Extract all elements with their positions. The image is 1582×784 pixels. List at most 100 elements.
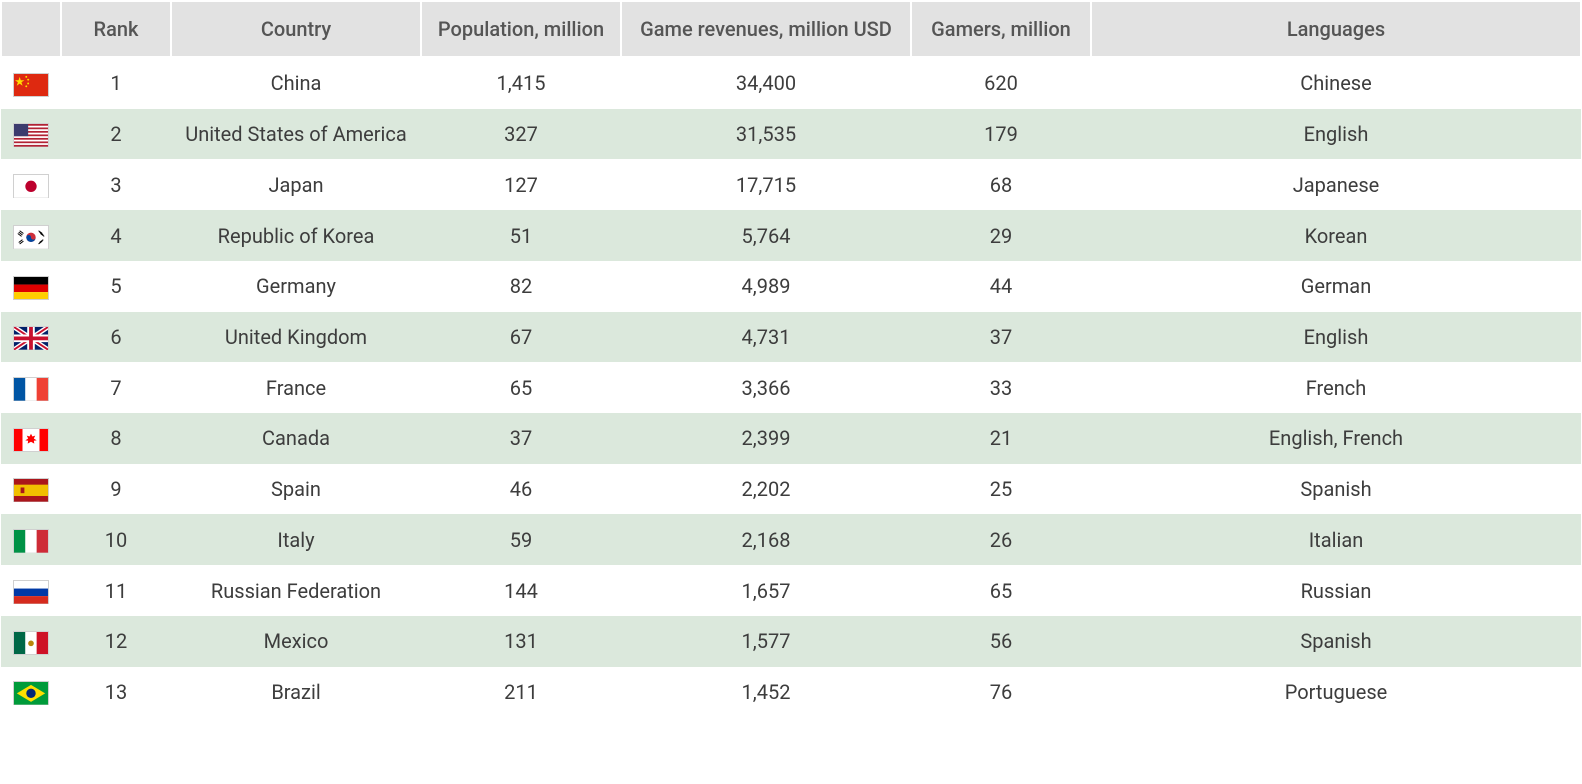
cell-flag — [1, 261, 61, 312]
es-flag-icon — [13, 478, 49, 502]
table-header-row: Rank Country Population, million Game re… — [1, 1, 1581, 57]
cell-country: Brazil — [171, 667, 421, 718]
game-markets-table: Rank Country Population, million Game re… — [0, 0, 1582, 717]
cell-country: Japan — [171, 159, 421, 210]
cell-gamers: 26 — [911, 514, 1091, 565]
cell-rank: 11 — [61, 565, 171, 616]
cell-population: 327 — [421, 109, 621, 160]
cell-gamers: 620 — [911, 57, 1091, 109]
kr-flag-icon — [13, 225, 49, 249]
jp-flag-icon — [13, 174, 49, 198]
table-row: 10Italy592,16826Italian — [1, 514, 1581, 565]
cell-gamers: 56 — [911, 616, 1091, 667]
cell-flag — [1, 312, 61, 363]
cell-country: Italy — [171, 514, 421, 565]
cell-revenue: 2,202 — [621, 464, 911, 515]
col-header-flag — [1, 1, 61, 57]
col-header-population: Population, million — [421, 1, 621, 57]
cell-population: 59 — [421, 514, 621, 565]
cell-gamers: 65 — [911, 565, 1091, 616]
cell-population: 37 — [421, 413, 621, 464]
cell-country: Republic of Korea — [171, 210, 421, 261]
gb-flag-icon — [13, 326, 49, 350]
cell-gamers: 21 — [911, 413, 1091, 464]
cell-gamers: 33 — [911, 362, 1091, 413]
cell-languages: French — [1091, 362, 1581, 413]
cn-flag-icon — [13, 73, 49, 97]
cell-rank: 13 — [61, 667, 171, 718]
cell-revenue: 1,657 — [621, 565, 911, 616]
cell-languages: English, French — [1091, 413, 1581, 464]
cell-population: 67 — [421, 312, 621, 363]
cell-gamers: 37 — [911, 312, 1091, 363]
cell-gamers: 29 — [911, 210, 1091, 261]
col-header-rank: Rank — [61, 1, 171, 57]
cell-languages: Portuguese — [1091, 667, 1581, 718]
us-flag-icon — [13, 123, 49, 147]
cell-population: 51 — [421, 210, 621, 261]
cell-flag — [1, 210, 61, 261]
cell-rank: 5 — [61, 261, 171, 312]
cell-revenue: 2,168 — [621, 514, 911, 565]
table-row: 13Brazil2111,45276Portuguese — [1, 667, 1581, 718]
table-row: 6United Kingdom674,73137English — [1, 312, 1581, 363]
table-row: 11Russian Federation1441,65765Russian — [1, 565, 1581, 616]
cell-rank: 7 — [61, 362, 171, 413]
de-flag-icon — [13, 276, 49, 300]
table-row: 8Canada372,39921English, French — [1, 413, 1581, 464]
cell-gamers: 68 — [911, 159, 1091, 210]
cell-gamers: 44 — [911, 261, 1091, 312]
cell-population: 1,415 — [421, 57, 621, 109]
ca-flag-icon — [13, 428, 49, 452]
cell-population: 82 — [421, 261, 621, 312]
cell-languages: English — [1091, 109, 1581, 160]
cell-revenue: 34,400 — [621, 57, 911, 109]
cell-languages: Italian — [1091, 514, 1581, 565]
cell-flag — [1, 362, 61, 413]
cell-rank: 9 — [61, 464, 171, 515]
col-header-gamers: Gamers, million — [911, 1, 1091, 57]
cell-revenue: 17,715 — [621, 159, 911, 210]
table-row: 4Republic of Korea515,76429Korean — [1, 210, 1581, 261]
cell-flag — [1, 565, 61, 616]
cell-gamers: 76 — [911, 667, 1091, 718]
cell-population: 211 — [421, 667, 621, 718]
cell-flag — [1, 514, 61, 565]
cell-population: 127 — [421, 159, 621, 210]
table-row: 2United States of America32731,535179Eng… — [1, 109, 1581, 160]
cell-population: 65 — [421, 362, 621, 413]
cell-country: United States of America — [171, 109, 421, 160]
cell-rank: 3 — [61, 159, 171, 210]
cell-population: 131 — [421, 616, 621, 667]
col-header-revenue: Game revenues, million USD — [621, 1, 911, 57]
cell-country: Russian Federation — [171, 565, 421, 616]
cell-flag — [1, 667, 61, 718]
cell-revenue: 4,731 — [621, 312, 911, 363]
cell-rank: 10 — [61, 514, 171, 565]
cell-rank: 8 — [61, 413, 171, 464]
cell-rank: 1 — [61, 57, 171, 109]
table-row: 9Spain462,20225Spanish — [1, 464, 1581, 515]
cell-revenue: 1,577 — [621, 616, 911, 667]
cell-rank: 2 — [61, 109, 171, 160]
ru-flag-icon — [13, 580, 49, 604]
cell-flag — [1, 413, 61, 464]
cell-flag — [1, 57, 61, 109]
br-flag-icon — [13, 681, 49, 705]
cell-languages: Japanese — [1091, 159, 1581, 210]
cell-country: Mexico — [171, 616, 421, 667]
cell-country: Canada — [171, 413, 421, 464]
table-row: 5Germany824,98944German — [1, 261, 1581, 312]
cell-languages: Korean — [1091, 210, 1581, 261]
col-header-languages: Languages — [1091, 1, 1581, 57]
cell-country: United Kingdom — [171, 312, 421, 363]
cell-country: Spain — [171, 464, 421, 515]
col-header-country: Country — [171, 1, 421, 57]
cell-languages: Chinese — [1091, 57, 1581, 109]
cell-country: Germany — [171, 261, 421, 312]
cell-gamers: 25 — [911, 464, 1091, 515]
it-flag-icon — [13, 529, 49, 553]
cell-languages: German — [1091, 261, 1581, 312]
cell-population: 144 — [421, 565, 621, 616]
cell-revenue: 5,764 — [621, 210, 911, 261]
